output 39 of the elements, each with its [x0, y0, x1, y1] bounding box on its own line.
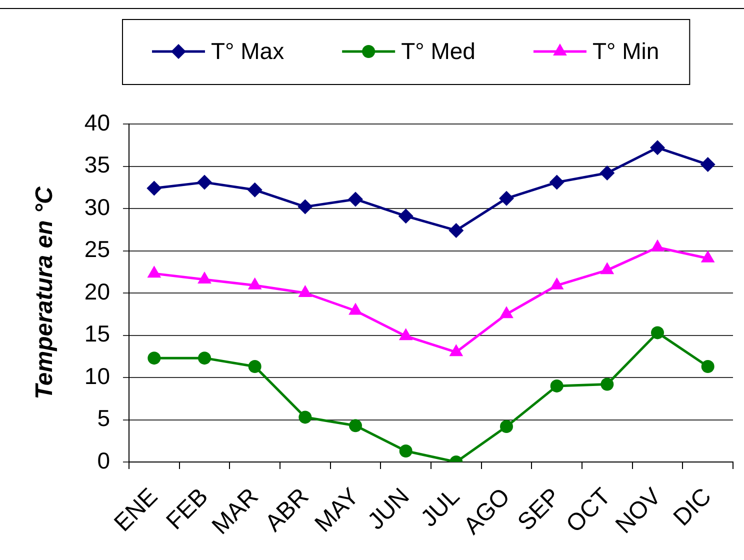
- point: [550, 379, 564, 392]
- y-tick-label: 35: [84, 152, 110, 178]
- point: [398, 208, 414, 224]
- x-tick-label: DIC: [668, 483, 717, 532]
- y-tick-label: 5: [97, 405, 110, 432]
- point: [600, 378, 614, 391]
- point: [700, 157, 716, 172]
- point: [247, 182, 262, 198]
- y-tick-label: 30: [84, 194, 110, 220]
- point: [349, 419, 362, 432]
- legend-label: T° Med: [401, 38, 476, 64]
- y-tick-label: 15: [84, 320, 110, 347]
- point: [499, 190, 514, 206]
- y-tick-label: 20: [84, 278, 110, 304]
- point: [650, 140, 665, 156]
- y-tick-label: 0: [97, 447, 110, 474]
- y-tick-label: 10: [84, 362, 110, 389]
- point: [146, 180, 162, 196]
- point: [197, 174, 212, 190]
- point: [148, 352, 161, 365]
- x-tick-label: JUL: [416, 483, 466, 532]
- point: [298, 199, 313, 214]
- point: [298, 410, 312, 424]
- point: [701, 360, 714, 374]
- point: [198, 352, 211, 365]
- y-axis-title: Temperatura en °C: [31, 186, 58, 400]
- x-tick-label: SEP: [512, 483, 566, 536]
- y-tick-label: 25: [84, 236, 110, 262]
- legend-label: T° Min: [592, 38, 660, 64]
- point: [549, 174, 564, 190]
- y-tick-label: 40: [84, 109, 110, 136]
- point: [500, 420, 513, 434]
- point: [448, 222, 464, 238]
- point: [248, 360, 262, 374]
- point: [348, 192, 363, 207]
- legend-label: T° Max: [211, 38, 285, 64]
- point: [399, 444, 412, 458]
- point: [600, 166, 615, 181]
- point: [651, 326, 664, 340]
